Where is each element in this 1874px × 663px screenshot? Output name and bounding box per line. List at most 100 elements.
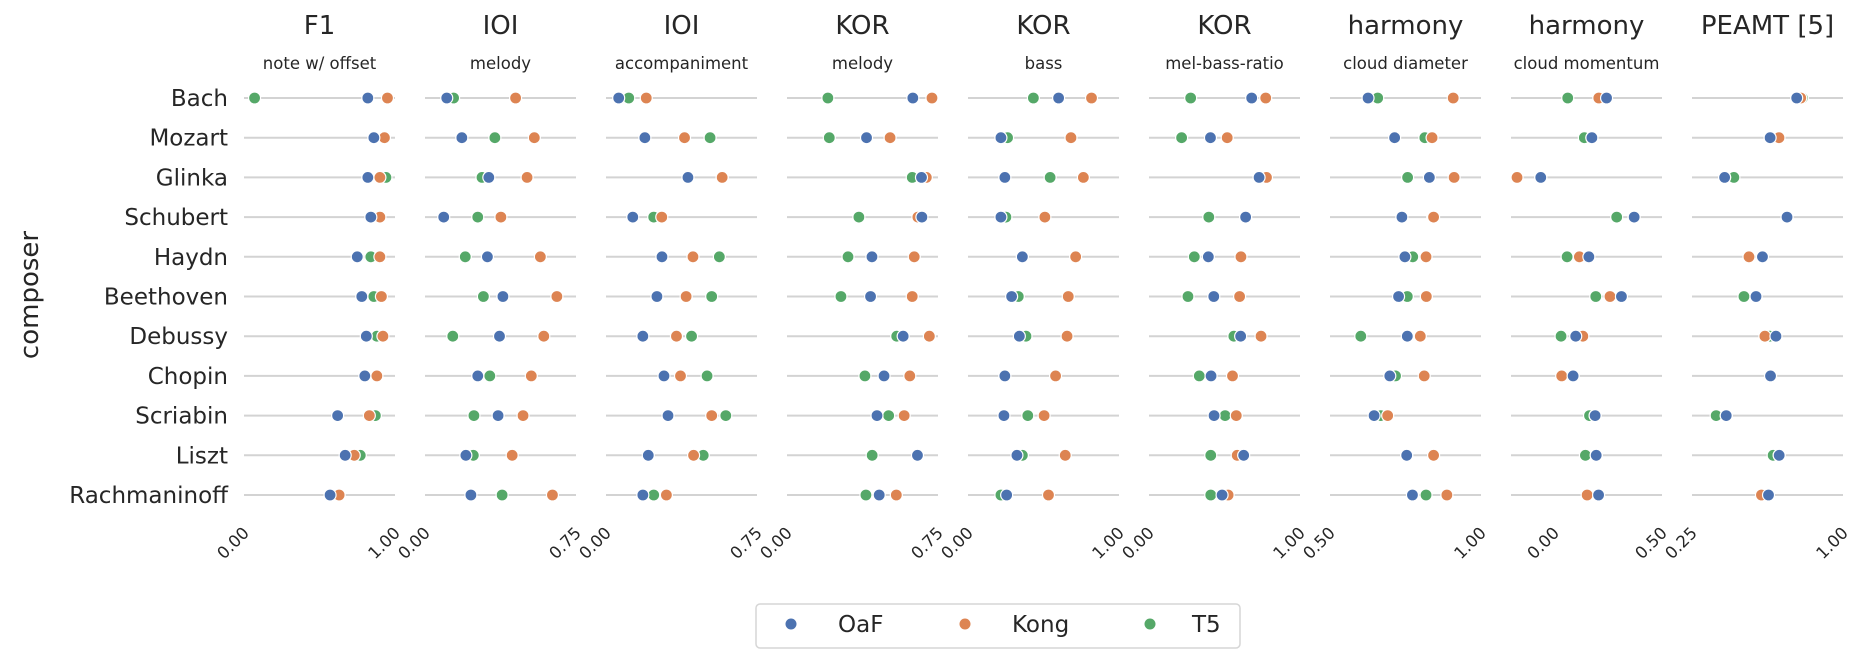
point-oaf-glinka — [998, 170, 1012, 184]
point-oaf-haydn — [1755, 250, 1770, 264]
point-kong-schubert — [1038, 210, 1052, 224]
point-t5-scriabin — [467, 409, 481, 423]
point-t5-schubert — [1610, 210, 1624, 224]
point-oaf-glinka — [1718, 170, 1732, 184]
point-oaf-chopin — [358, 369, 372, 383]
panel-3: IOI accompaniment 0.00 0.75 — [575, 11, 765, 563]
panel-5: KOR bass 0.00 1.00 — [937, 11, 1127, 563]
point-oaf-debussy — [636, 329, 650, 343]
panel-title: F1 — [304, 11, 336, 41]
point-oaf-bach — [1051, 91, 1066, 105]
point-oaf-schubert — [915, 210, 929, 224]
point-t5-rachmaninoff — [647, 488, 661, 502]
x-tick-label: 1.00 — [1812, 523, 1851, 562]
point-kong-rachmaninoff — [659, 488, 674, 502]
point-t5-haydn — [458, 250, 472, 264]
point-oaf-haydn — [1398, 250, 1412, 264]
point-oaf-liszt — [459, 448, 473, 462]
panel-subtitle: accompaniment — [615, 54, 749, 73]
point-oaf-rachmaninoff — [1591, 488, 1606, 502]
point-oaf-debussy — [1012, 329, 1026, 343]
point-t5-chopin — [1192, 369, 1206, 383]
point-kong-chopin — [524, 369, 538, 383]
row-label-beethoven: Beethoven — [104, 285, 228, 311]
point-oaf-chopin — [1383, 369, 1397, 383]
point-t5-beethoven — [476, 289, 490, 304]
point-oaf-chopin — [1204, 369, 1218, 383]
point-t5-mozart — [1175, 131, 1189, 145]
point-oaf-rachmaninoff — [1405, 488, 1420, 502]
point-oaf-glinka — [1252, 170, 1266, 184]
point-kong-liszt — [1058, 448, 1072, 462]
point-kong-haydn — [373, 250, 387, 264]
row-label-debussy: Debussy — [129, 324, 228, 350]
legend-marker-kong — [959, 618, 971, 630]
panel-subtitle: note w/ offset — [263, 54, 377, 73]
point-oaf-haydn — [480, 250, 495, 264]
point-kong-scriabin — [897, 409, 911, 423]
row-label-liszt: Liszt — [176, 443, 228, 469]
point-oaf-liszt — [338, 448, 352, 462]
panel-title: PEAMT [5] — [1701, 11, 1834, 41]
point-oaf-debussy — [1769, 329, 1783, 343]
point-kong-bach — [380, 91, 395, 105]
x-tick-label: 1.00 — [1450, 523, 1489, 562]
point-kong-beethoven — [550, 289, 564, 304]
point-oaf-bach — [1790, 91, 1804, 105]
point-oaf-chopin — [1566, 369, 1580, 383]
x-tick-label: 0.50 — [1299, 523, 1338, 562]
row-label-haydn: Haydn — [154, 245, 228, 271]
legend: OaF Kong T5 — [755, 603, 1241, 649]
panel-7: harmony cloud diameter 0.50 1.00 — [1299, 11, 1489, 563]
point-oaf-liszt — [910, 448, 925, 462]
row-label-schubert: Schubert — [124, 205, 228, 231]
point-oaf-rachmaninoff — [323, 488, 337, 502]
point-t5-mozart — [822, 131, 836, 145]
point-kong-glinka — [373, 170, 387, 184]
point-kong-liszt — [1426, 448, 1441, 462]
point-kong-glinka — [1510, 170, 1524, 184]
point-kong-glinka — [1076, 170, 1090, 184]
point-oaf-bach — [440, 91, 454, 105]
point-t5-rachmaninoff — [1204, 488, 1218, 502]
point-kong-rachmaninoff — [1041, 488, 1056, 502]
x-tick-label: 0.75 — [545, 523, 584, 562]
x-tick-label: 0.00 — [756, 523, 795, 562]
point-oaf-chopin — [471, 369, 485, 383]
point-oaf-schubert — [1239, 210, 1253, 224]
row-labels: Bach Mozart Glinka Schubert Haydn Beethoven De… — [69, 86, 229, 509]
point-oaf-debussy — [896, 329, 910, 343]
point-kong-debussy — [1413, 329, 1427, 343]
point-kong-chopin — [370, 369, 384, 383]
point-oaf-rachmaninoff — [1000, 488, 1014, 502]
panel-subtitle: bass — [1025, 54, 1063, 73]
point-oaf-beethoven — [1614, 289, 1629, 304]
panel-8: harmony cloud momentum 0.00 0.50 — [1510, 11, 1671, 563]
point-oaf-mozart — [455, 131, 469, 145]
point-kong-haydn — [686, 250, 700, 264]
point-t5-scriabin — [719, 409, 733, 423]
point-oaf-chopin — [657, 369, 671, 383]
legend-label-oaf: OaF — [838, 612, 883, 638]
point-kong-chopin — [1555, 369, 1569, 383]
row-label-mozart: Mozart — [149, 126, 228, 152]
point-t5-bach — [1184, 91, 1198, 105]
point-t5-rachmaninoff — [1419, 488, 1433, 502]
point-t5-mozart — [488, 131, 502, 145]
point-t5-beethoven — [1737, 289, 1751, 304]
point-kong-rachmaninoff — [1440, 488, 1454, 502]
row-label-bach: Bach — [171, 86, 228, 112]
point-oaf-debussy — [359, 329, 373, 343]
point-oaf-rachmaninoff — [872, 488, 886, 502]
point-oaf-haydn — [865, 250, 879, 264]
panel-title: IOI — [483, 11, 519, 41]
point-kong-beethoven — [1061, 289, 1075, 304]
point-kong-bach — [508, 91, 523, 105]
x-tick-label: 0.00 — [1118, 523, 1157, 562]
point-kong-scriabin — [1037, 409, 1051, 423]
panel-4: KOR melody 0.00 0.75 — [756, 11, 946, 563]
point-t5-haydn — [1560, 250, 1574, 264]
point-oaf-schubert — [1627, 210, 1641, 224]
point-oaf-scriabin — [1367, 409, 1381, 423]
